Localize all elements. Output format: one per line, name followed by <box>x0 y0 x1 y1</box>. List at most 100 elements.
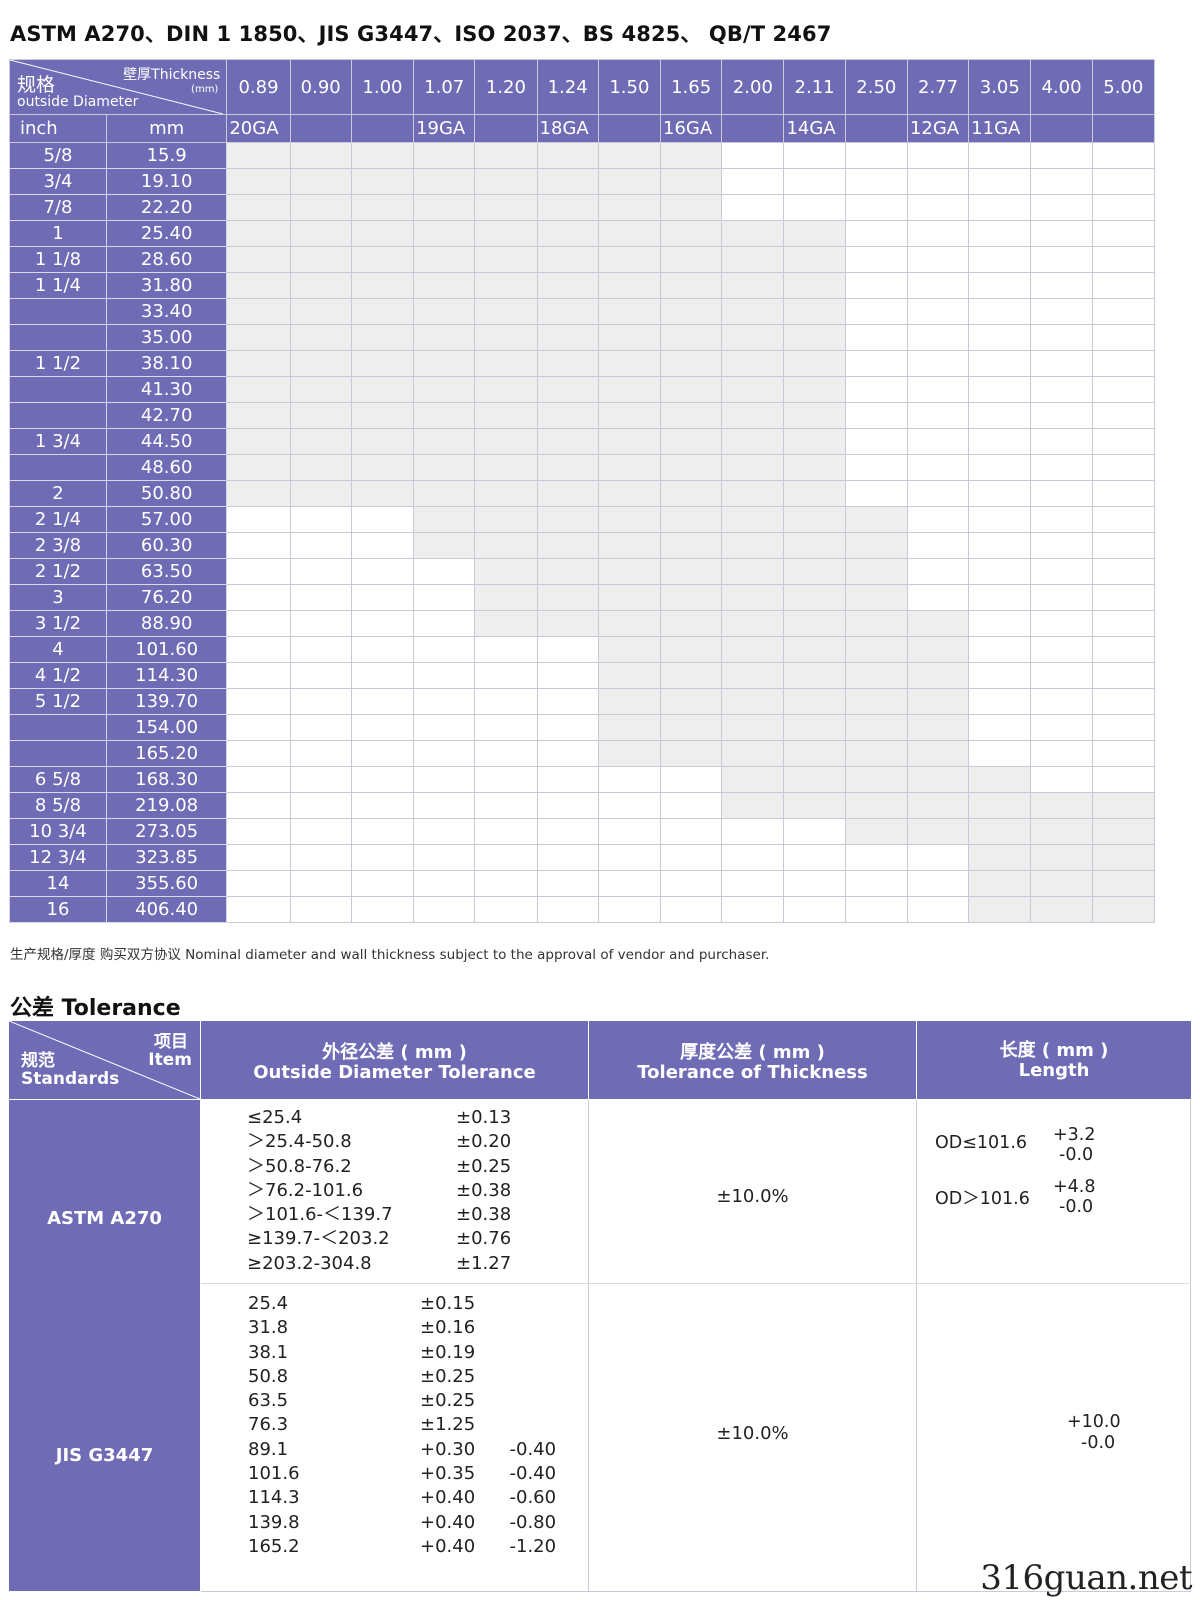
available-cell <box>289 194 352 221</box>
gauge-cell <box>289 114 352 143</box>
available-cell <box>844 714 908 741</box>
mm-size: 168.30 <box>105 766 228 793</box>
available-cell <box>783 740 846 767</box>
list-item: 38.1 <box>248 1341 289 1363</box>
available-cell <box>289 454 352 481</box>
od-tolerance-header: 外径公差 ( mm ) Outside Diameter Tolerance <box>201 1021 588 1099</box>
empty-cell <box>968 376 1032 403</box>
available-cell <box>350 324 415 351</box>
empty-cell <box>474 766 538 793</box>
available-cell <box>536 532 599 559</box>
available-cell <box>597 740 662 767</box>
empty-cell <box>906 298 970 325</box>
table-row: 8 5/8 219.08 <box>9 792 1156 819</box>
available-cell <box>660 428 723 455</box>
available-cell <box>597 714 662 741</box>
empty-cell <box>474 896 538 923</box>
available-cell <box>906 636 970 663</box>
empty-cell <box>474 714 538 741</box>
jis-od-tolerance-list: ±0.15 ±0.16 ±0.19 ±0.25 ±0.25 ±1.25 +0.30 -0.4… <box>420 1292 556 1559</box>
empty-cell <box>968 246 1032 273</box>
available-cell <box>536 220 599 247</box>
available-cell <box>536 324 599 351</box>
empty-cell <box>413 714 476 741</box>
empty-cell <box>1091 584 1156 611</box>
empty-cell <box>1030 558 1093 585</box>
available-cell <box>597 610 662 637</box>
available-cell <box>226 376 291 403</box>
empty-cell <box>1091 688 1156 715</box>
grid-line <box>916 1100 917 1591</box>
table-row: 12 3/4 323.85 <box>9 844 1156 871</box>
available-cell <box>721 766 785 793</box>
available-cell <box>597 402 662 429</box>
available-cell <box>474 246 538 273</box>
empty-cell <box>721 818 785 845</box>
empty-cell <box>350 532 415 559</box>
empty-cell <box>1091 272 1156 299</box>
available-cell <box>844 636 908 663</box>
table-row: 33.40 <box>9 298 1156 325</box>
empty-cell <box>289 844 352 871</box>
empty-cell <box>906 532 970 559</box>
empty-cell <box>1091 480 1156 507</box>
gauge-cell: 16GA <box>660 114 723 143</box>
list-item: ±0.20 <box>456 1131 512 1153</box>
available-cell <box>721 272 785 299</box>
available-cell <box>536 298 599 325</box>
empty-cell <box>350 688 415 715</box>
inch-size: 10 3/4 <box>9 818 107 845</box>
available-cell <box>350 298 415 325</box>
available-cell <box>844 688 908 715</box>
table-row: 4 101.60 <box>9 636 1156 663</box>
empty-cell <box>968 220 1032 247</box>
empty-cell <box>721 896 785 923</box>
available-cell <box>1091 844 1156 871</box>
length-minus: -0.0 <box>1059 1145 1094 1165</box>
available-cell <box>660 246 723 273</box>
od-header-en: Outside Diameter Tolerance <box>253 1062 536 1083</box>
empty-cell <box>783 896 846 923</box>
available-cell <box>536 480 599 507</box>
mm-size: 22.20 <box>105 194 228 221</box>
table-row: 5/8 15.9 <box>9 142 1156 169</box>
mm-size: 63.50 <box>105 558 228 585</box>
mm-size: 139.70 <box>105 688 228 715</box>
available-cell <box>474 376 538 403</box>
empty-cell <box>906 870 970 897</box>
list-item: 63.5 <box>248 1390 289 1412</box>
thickness-unit: (mm) <box>191 84 219 95</box>
empty-cell <box>1091 142 1156 169</box>
spec-table: 壁厚Thickness (mm) 规格 outside Diameter 0.89 0.9… <box>8 59 1156 923</box>
available-cell <box>721 480 785 507</box>
watermark: 316guan.net <box>980 1558 1192 1598</box>
jis-length-minus: -0.0 <box>1081 1433 1116 1453</box>
empty-cell <box>1030 610 1093 637</box>
list-item: ±0.15 <box>420 1293 476 1314</box>
empty-cell <box>350 818 415 845</box>
thickness-header: 1.20 <box>474 59 538 115</box>
empty-cell <box>968 428 1032 455</box>
corner-diagonal <box>9 1021 200 1099</box>
available-cell <box>844 792 908 819</box>
available-cell <box>597 194 662 221</box>
inch-size: 4 <box>9 636 107 663</box>
mm-size: 41.30 <box>105 376 228 403</box>
mm-size: 38.10 <box>105 350 228 377</box>
empty-cell <box>597 896 662 923</box>
table-row: 1 1/4 31.80 <box>9 272 1156 299</box>
list-item: ±0.25 <box>456 1155 512 1177</box>
available-cell <box>844 610 908 637</box>
empty-cell <box>597 870 662 897</box>
standards-en-label: Standards <box>21 1069 120 1089</box>
available-cell <box>597 584 662 611</box>
available-cell <box>350 480 415 507</box>
empty-cell <box>1030 506 1093 533</box>
list-item: ±1.27 <box>456 1252 512 1274</box>
table-row: 2 50.80 <box>9 480 1156 507</box>
mm-size: 50.80 <box>105 480 228 507</box>
empty-cell <box>968 168 1032 195</box>
empty-cell <box>597 844 662 871</box>
available-cell <box>350 194 415 221</box>
empty-cell <box>289 532 352 559</box>
